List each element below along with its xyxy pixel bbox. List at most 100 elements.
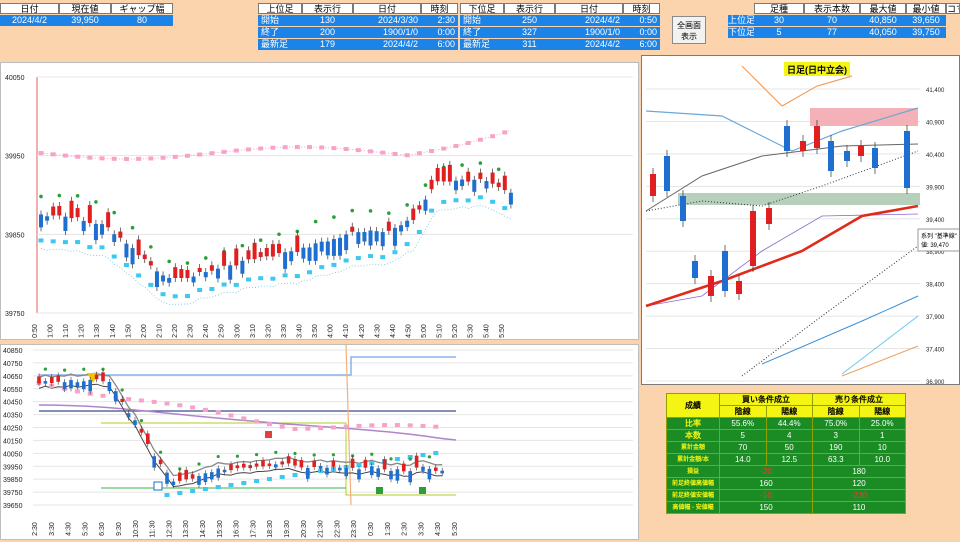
main-candle bbox=[362, 232, 367, 242]
fullscreen-button[interactable]: 全画面 表示 bbox=[672, 16, 706, 44]
main-x-tick: 3:10 bbox=[250, 324, 257, 338]
lower-candle bbox=[357, 469, 361, 480]
current-date: 2024/4/2 bbox=[0, 15, 59, 26]
upper-row-value[interactable]: 130 bbox=[302, 15, 353, 26]
lower-y-tick: 39650 bbox=[3, 503, 23, 510]
main-candle bbox=[344, 234, 349, 251]
lower-buy-marker bbox=[376, 487, 383, 494]
lower-pink-marker bbox=[279, 424, 285, 429]
main-y-tick: 39750 bbox=[5, 311, 25, 318]
lower-pink-marker bbox=[330, 425, 336, 430]
daily-support-zone bbox=[678, 193, 920, 205]
main-x-tick: 1:40 bbox=[110, 324, 117, 338]
main-candle bbox=[142, 254, 147, 260]
lower-row-value[interactable]: 250 bbox=[504, 15, 555, 26]
main-candle bbox=[252, 242, 257, 260]
upper-row-time: 6:00 bbox=[421, 39, 458, 50]
lower-row-value[interactable]: 327 bbox=[504, 27, 555, 38]
lower-green-dot bbox=[82, 367, 86, 371]
summary-header-count: 表示本数 bbox=[804, 3, 860, 14]
lower-candle bbox=[62, 382, 67, 390]
lower-y-tick: 40450 bbox=[3, 400, 23, 407]
main-cyan-marker bbox=[270, 276, 276, 281]
daily-candle bbox=[872, 148, 878, 168]
lower-candle bbox=[376, 468, 380, 477]
main-pink-marker bbox=[160, 155, 166, 160]
upper-row-value[interactable]: 200 bbox=[302, 27, 353, 38]
stats-row-label: 前足終値安値幅 bbox=[666, 489, 720, 502]
main-candle bbox=[289, 251, 294, 262]
main-green-dot bbox=[423, 183, 428, 187]
buy-condition-header: 買い条件成立 bbox=[719, 393, 813, 406]
main-x-tick: 2:50 bbox=[219, 324, 226, 338]
lower-purple-line bbox=[38, 404, 457, 441]
main-chart-panel[interactable]: 40050 39950 39850 39750 0:50 1:00 1:10 1:20 1:3… bbox=[0, 62, 639, 340]
buy-bear-header: 陰線 bbox=[719, 405, 767, 418]
main-candle bbox=[380, 232, 385, 247]
main-pink-marker bbox=[38, 151, 44, 155]
lower-candle bbox=[197, 475, 201, 485]
daily-tooltip-line1: 系列 "基準線" bbox=[921, 232, 957, 240]
daily-candle bbox=[692, 261, 698, 278]
summary-row-kind[interactable]: 30 bbox=[754, 15, 804, 26]
main-candle bbox=[191, 276, 196, 283]
main-candle bbox=[136, 239, 141, 256]
daily-y-tick: 37,900 bbox=[926, 315, 945, 321]
daily-y-tick: 36,900 bbox=[926, 380, 945, 384]
lower-candle bbox=[440, 470, 444, 474]
summary-row-count[interactable]: 77 bbox=[804, 27, 860, 38]
daily-candle bbox=[750, 211, 756, 266]
upper-header-time: 時刻 bbox=[421, 3, 458, 14]
lower-candle bbox=[395, 469, 400, 481]
lower-resistance-line bbox=[39, 356, 456, 376]
main-cyan-marker bbox=[307, 270, 313, 275]
main-cyan-marker bbox=[453, 198, 459, 203]
main-green-dot bbox=[149, 245, 153, 249]
daily-chart[interactable]: 41,400 40,900 40,400 39,900 39,400 38,900 38,4… bbox=[642, 56, 960, 386]
lower-candle bbox=[338, 467, 342, 471]
main-cyan-dotted bbox=[40, 204, 512, 305]
summary-row-count[interactable]: 70 bbox=[804, 15, 860, 26]
daily-y-tick: 40,400 bbox=[926, 153, 945, 159]
daily-candle bbox=[904, 131, 910, 188]
stats-cell: 63.3 bbox=[812, 453, 860, 466]
lower-candle bbox=[43, 381, 48, 384]
main-candle bbox=[130, 248, 135, 265]
lower-header-time: 時刻 bbox=[623, 3, 660, 14]
main-candle bbox=[264, 248, 269, 257]
main-pink-marker bbox=[392, 151, 398, 156]
lower-candle bbox=[94, 374, 99, 380]
summary-header-max: 最大値 bbox=[860, 3, 906, 14]
daily-chart-panel[interactable]: 41,400 40,900 40,400 39,900 39,400 38,900 38,4… bbox=[641, 55, 960, 386]
main-cyan-marker bbox=[172, 294, 178, 299]
main-candle bbox=[57, 205, 62, 216]
lower-candle bbox=[389, 470, 393, 480]
fullscreen-button-line2: 表示 bbox=[681, 32, 697, 41]
main-green-dot bbox=[39, 194, 43, 199]
main-candle bbox=[87, 205, 92, 223]
lower-green-dot bbox=[159, 450, 163, 454]
lower-timeframe-chart[interactable]: 40850 40750 40650 40550 40450 40350 40250 40150… bbox=[1, 344, 638, 539]
main-cyan-marker bbox=[160, 292, 166, 297]
lower-candle bbox=[261, 460, 265, 467]
lower-candle bbox=[280, 461, 284, 465]
main-green-dot bbox=[130, 225, 135, 230]
lower-candle bbox=[210, 472, 214, 480]
main-candle bbox=[441, 167, 446, 182]
stats-cell: 190 bbox=[812, 441, 860, 454]
lower-chart-panel[interactable]: 40850 40750 40650 40550 40450 40350 40250 40150… bbox=[0, 344, 639, 540]
main-candle bbox=[185, 269, 190, 278]
main-pink-marker bbox=[331, 146, 337, 151]
main-cyan-marker bbox=[416, 230, 422, 235]
current-price: 39,950 bbox=[59, 15, 111, 26]
lower-x-tick: 9:30 bbox=[116, 522, 123, 536]
summary-row-kind[interactable]: 5 bbox=[754, 27, 804, 38]
lower-cyan-marker bbox=[369, 461, 375, 465]
gap-width: 80 bbox=[111, 15, 173, 26]
upper-header-row: 表示行 bbox=[302, 3, 353, 14]
lower-candle bbox=[306, 467, 310, 479]
main-candlestick-chart[interactable]: 40050 39950 39850 39750 0:50 1:00 1:10 1:20 1:3… bbox=[1, 63, 638, 339]
lower-row-time: 6:00 bbox=[623, 39, 660, 50]
daily-candle bbox=[708, 276, 714, 296]
daily-lower-blue-line bbox=[761, 295, 919, 365]
